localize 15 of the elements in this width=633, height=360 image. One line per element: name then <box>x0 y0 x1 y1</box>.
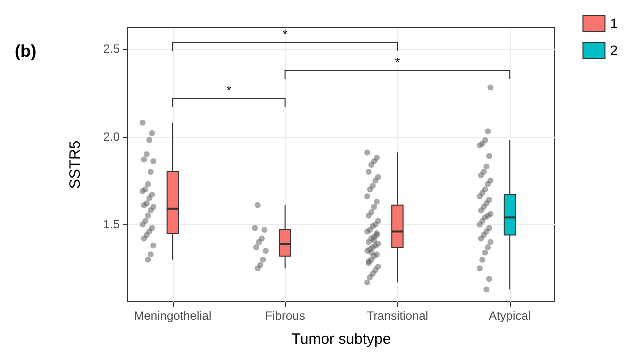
y-axis-title: SSTR5 <box>67 140 84 190</box>
x-tick-label: Atypical <box>489 309 532 323</box>
y-tick-label: 2.0 <box>103 130 120 144</box>
y-tick-label: 1.5 <box>103 218 120 232</box>
annotation: * <box>282 27 288 42</box>
legend-label: 2 <box>610 42 618 58</box>
annotation: * <box>395 55 400 70</box>
text: (b) <box>15 42 37 61</box>
legend-label: 1 <box>610 16 618 32</box>
x-tick-label: Transitional <box>366 309 428 323</box>
x-axis-title: Tumor subtype <box>292 331 392 348</box>
annotation: * <box>226 83 232 98</box>
y-tick-label: 2.5 <box>103 42 120 56</box>
x-tick-label: Meningothelial <box>134 309 212 323</box>
x-tick-label: Fibrous <box>265 309 306 323</box>
